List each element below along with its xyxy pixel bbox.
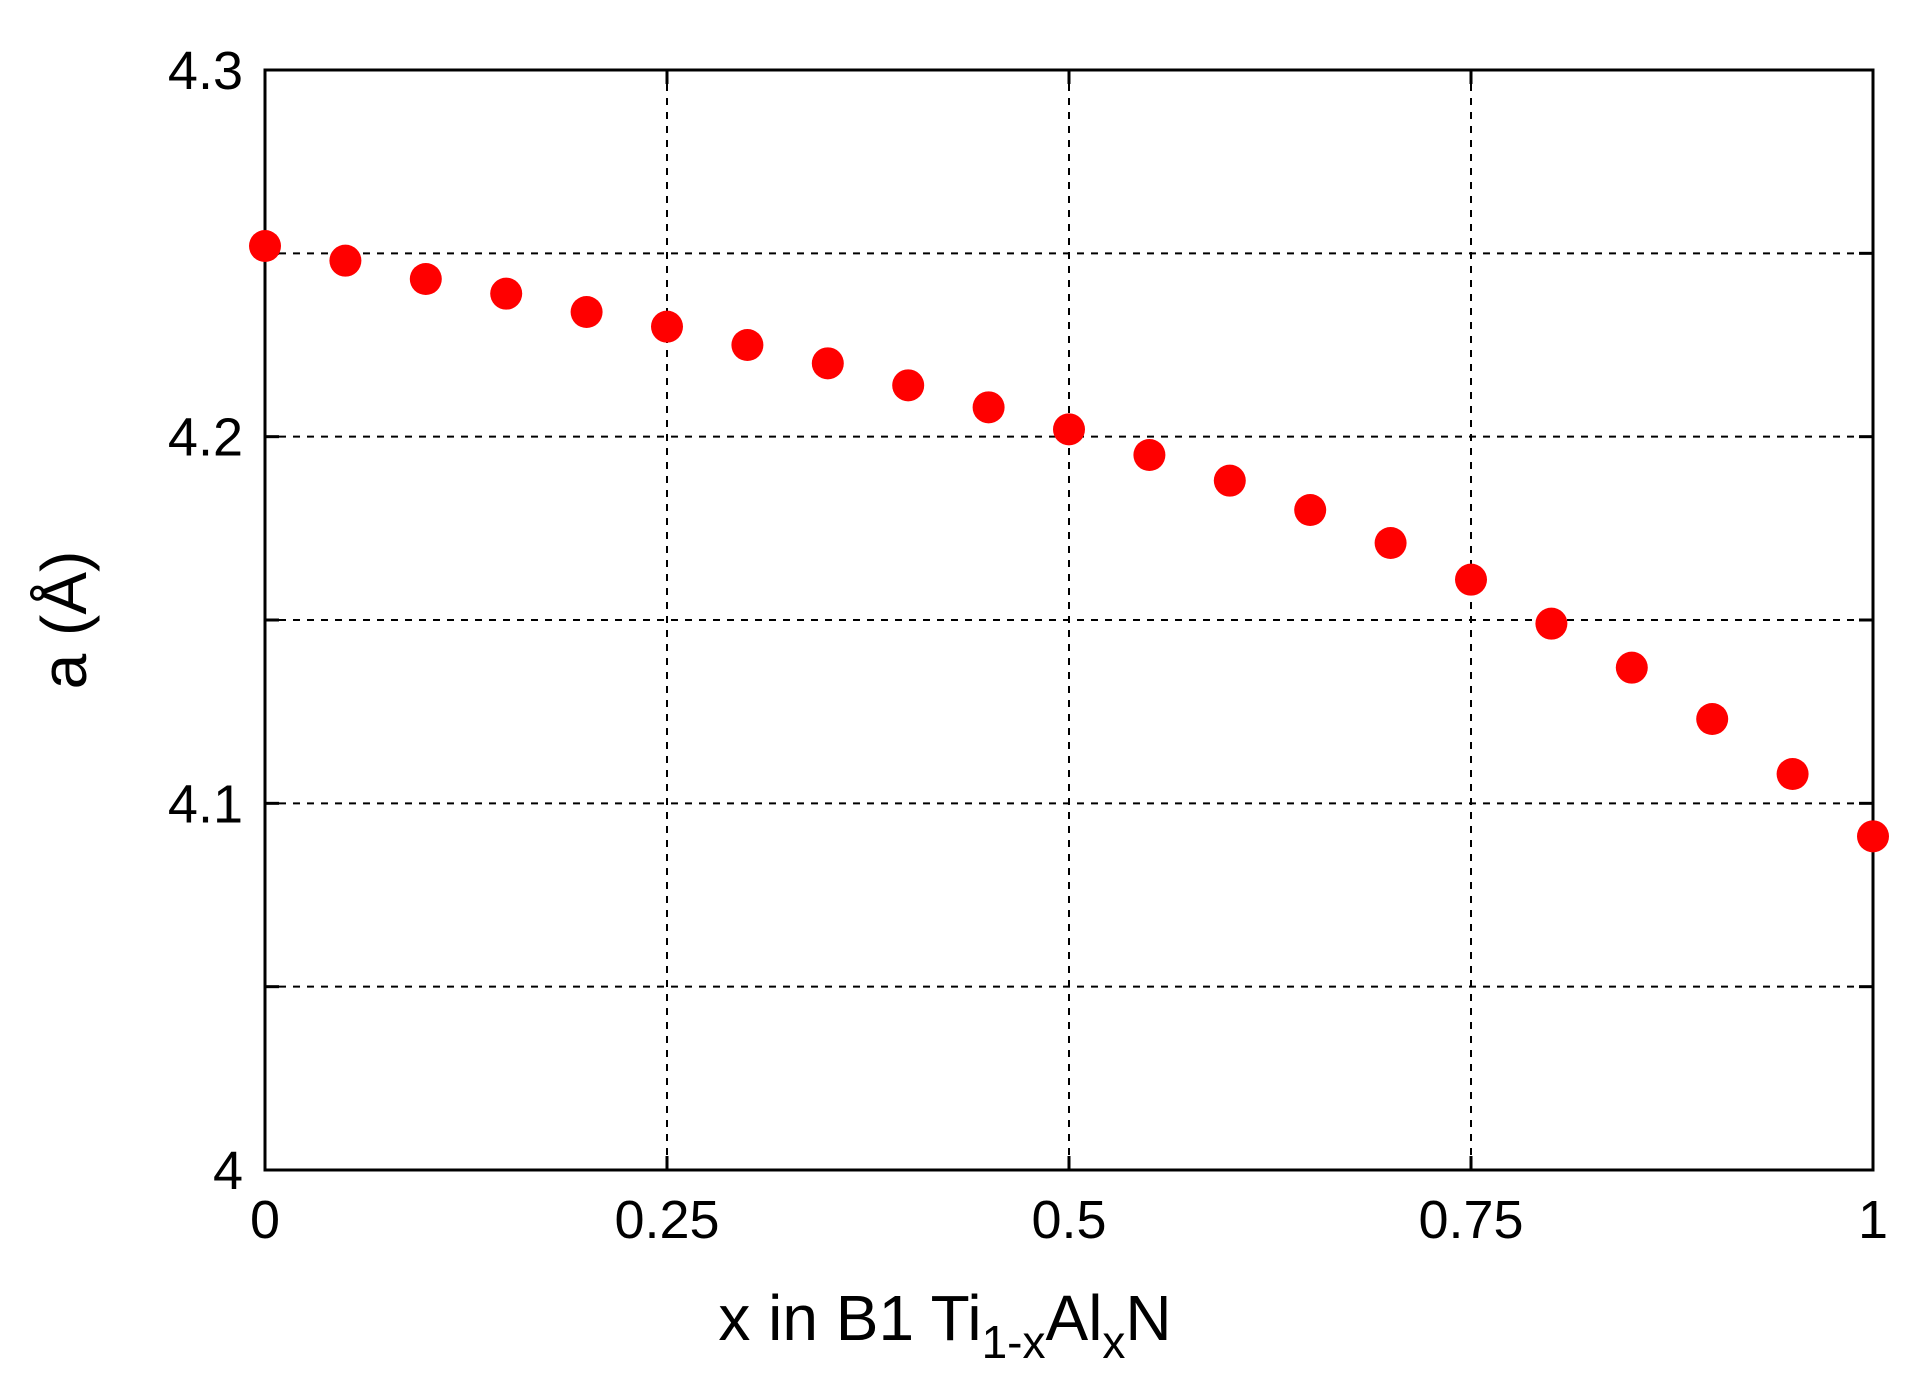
x-tick-label: 1 <box>1858 1190 1888 1250</box>
data-point <box>1696 703 1729 735</box>
data-point <box>329 244 362 277</box>
data-point <box>1133 439 1166 471</box>
x-tick-label: 0.5 <box>1031 1190 1106 1250</box>
data-point <box>570 296 603 328</box>
y-tick-labels: 4 4.1 4.2 4.3 <box>168 41 243 1201</box>
data-point <box>972 391 1005 424</box>
data-point <box>409 263 442 295</box>
data-point <box>892 369 925 402</box>
data-point <box>1374 527 1407 559</box>
x-axis-label-sub1: 1-x <box>982 1316 1046 1368</box>
data-point <box>1615 651 1648 684</box>
data-point <box>1455 563 1487 596</box>
data-point <box>731 329 764 361</box>
tick-layer <box>263 68 1875 1172</box>
x-tick-label: 0.25 <box>614 1190 719 1250</box>
data-point <box>811 347 844 380</box>
y-tick-label: 4.2 <box>168 408 243 468</box>
x-tick-label: 0.75 <box>1418 1190 1523 1250</box>
x-axis-label-main: x in B1 Ti <box>718 1282 981 1354</box>
data-point <box>651 310 683 343</box>
y-tick-label: 4.1 <box>168 774 243 834</box>
x-axis-label-mid: Al <box>1046 1282 1103 1354</box>
y-tick-label: 4 <box>213 1141 243 1201</box>
data-point <box>1776 758 1809 790</box>
x-axis-label-tail: N <box>1125 1282 1171 1354</box>
data-point <box>1213 464 1246 497</box>
data-point <box>1053 413 1085 446</box>
y-axis-label: a (Å) <box>28 551 100 690</box>
data-point <box>490 277 523 310</box>
data-point <box>1294 494 1327 526</box>
x-tick-labels: 0 0.25 0.5 0.75 1 <box>250 1190 1888 1250</box>
data-points <box>249 230 1889 853</box>
x-axis-label-sub2: x <box>1102 1316 1125 1368</box>
y-tick-label: 4.3 <box>168 41 243 101</box>
data-point <box>1535 607 1568 640</box>
x-tick-label: 0 <box>250 1190 280 1250</box>
data-point <box>1857 820 1889 853</box>
x-axis-label: x in B1 Ti1-xAlxN <box>718 1282 1171 1368</box>
data-point <box>249 230 281 262</box>
